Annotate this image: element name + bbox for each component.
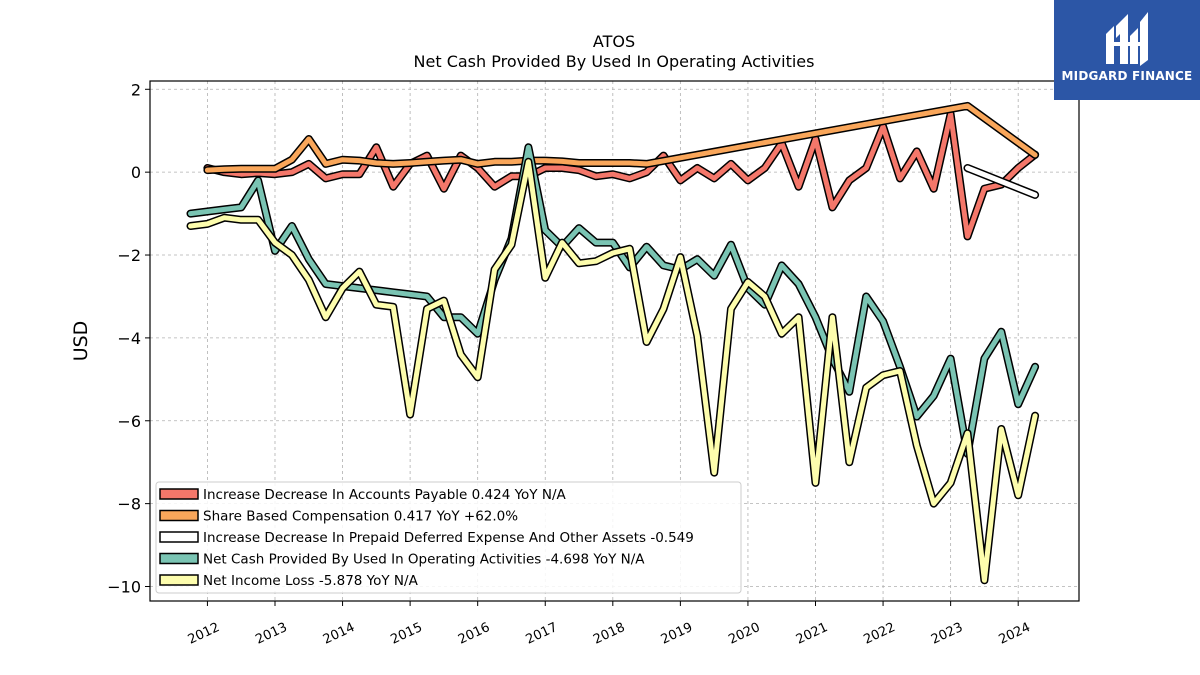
series-net-income-loss xyxy=(186,157,1040,585)
y-tick-label: −2 xyxy=(117,246,141,265)
series-line xyxy=(188,144,1038,457)
legend-label: Share Based Compensation 0.417 YoY +62.0… xyxy=(203,509,518,525)
midgard-logo-icon xyxy=(1106,12,1148,66)
brand-name: MIDGARD FINANCE xyxy=(1061,69,1193,83)
x-tick-label: 2013 xyxy=(253,620,289,648)
legend-label: Net Income Loss -5.878 YoY N/A xyxy=(203,573,419,589)
legend-label: Increase Decrease In Accounts Payable 0.… xyxy=(203,487,566,503)
x-tick-label: 2022 xyxy=(861,620,897,648)
series-line xyxy=(204,111,1038,239)
series-share-based-compensation xyxy=(203,101,1040,175)
series-line xyxy=(204,103,1038,173)
y-tick-label: 2 xyxy=(131,80,141,99)
legend-swatch xyxy=(159,574,199,586)
series-increase-decrease-in-accounts-payable xyxy=(203,110,1040,241)
midgard-finance-logo: MIDGARD FINANCE xyxy=(1054,0,1200,100)
plot-frame xyxy=(149,80,1080,602)
series-line xyxy=(188,159,1038,583)
y-tick-label: −6 xyxy=(117,412,141,431)
y-tick-label: −4 xyxy=(117,329,141,348)
x-tick-label: 2021 xyxy=(794,620,830,648)
series-increase-decrease-in-prepaid-deferred-expense-and-other-assets xyxy=(963,164,1040,199)
y-tick-label: −10 xyxy=(107,577,141,596)
x-tick-label: 2016 xyxy=(456,620,492,648)
x-tick-label: 2017 xyxy=(524,620,560,648)
x-tick-label: 2024 xyxy=(997,620,1033,648)
legend-box xyxy=(155,481,742,594)
legend-swatch xyxy=(159,531,199,543)
y-tick-label: −8 xyxy=(117,495,141,514)
chart-title: ATOS xyxy=(593,32,635,51)
legend-swatch xyxy=(159,488,199,500)
x-tick-label: 2020 xyxy=(726,620,762,648)
chart-subtitle: Net Cash Provided By Used In Operating A… xyxy=(414,52,815,71)
y-axis-label: USD xyxy=(70,321,92,362)
x-tick-label: 2012 xyxy=(186,620,222,648)
x-tick-label: 2018 xyxy=(591,620,627,648)
legend-swatch xyxy=(159,509,199,522)
x-tick-label: 2014 xyxy=(321,620,357,648)
legend-label: Net Cash Provided By Used In Operating A… xyxy=(203,552,645,568)
series-net-cash-provided-by-used-in-operating-activities xyxy=(186,143,1040,458)
legend-label: Increase Decrease In Prepaid Deferred Ex… xyxy=(203,530,694,546)
legend: Increase Decrease In Accounts Payable 0.… xyxy=(155,481,742,594)
legend-swatch xyxy=(159,552,199,565)
x-tick-label: 2019 xyxy=(659,620,695,648)
x-tick-label: 2023 xyxy=(929,620,965,648)
y-tick-label: 0 xyxy=(131,163,141,182)
series-lines xyxy=(186,101,1040,585)
x-tick-label: 2015 xyxy=(388,620,424,648)
series-line xyxy=(965,165,1038,198)
